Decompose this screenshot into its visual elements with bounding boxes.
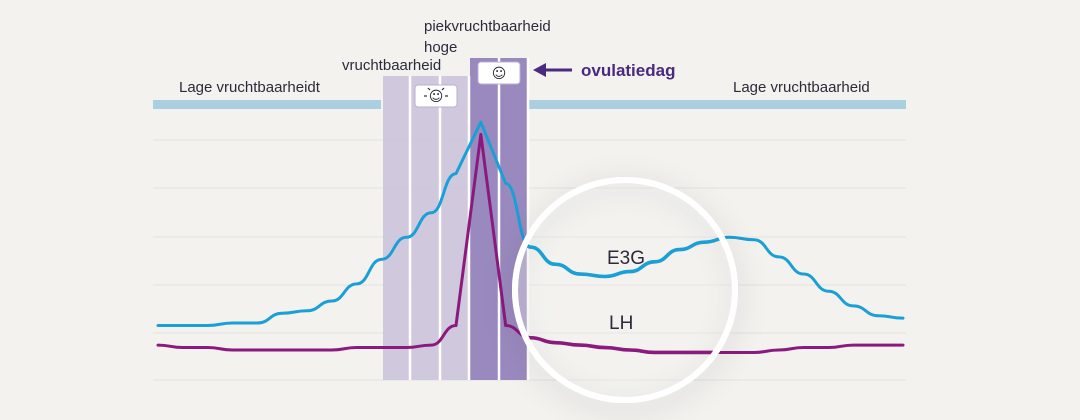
zone-label-low-left: Lage vruchtbaarheidt: [179, 79, 321, 96]
ovulation-day-label: ovulatiedag: [581, 61, 675, 80]
ovulation-arrow: [533, 63, 572, 77]
zone-label-low-right: Lage vruchtbaarheid: [733, 79, 870, 96]
low-fertility-bar-right: [527, 100, 906, 109]
low-fertility-bar-left: [153, 100, 381, 109]
series-label-lh: LH: [609, 313, 633, 334]
series-line-lh-magnified: [515, 180, 735, 355]
zone-dividers: [408, 58, 530, 380]
bright-smiley-icon: ☺: [429, 89, 444, 105]
zone-label-high: vruchtbaarheid: [342, 57, 441, 74]
magnifier: [512, 177, 738, 403]
smiley-box: ☺: [477, 61, 521, 85]
zone-label-peak-line1: piekvruchtbaarheid: [424, 18, 551, 35]
bright-smiley-box: ☺: [414, 84, 458, 108]
smiley-icon: ☺: [492, 66, 507, 82]
zone-label-peak-line2: hoge: [424, 39, 457, 56]
series-label-e3g: E3G: [607, 248, 645, 269]
fertility-zone-high: [383, 76, 470, 380]
series-line-e3g-magnified: [515, 180, 735, 328]
